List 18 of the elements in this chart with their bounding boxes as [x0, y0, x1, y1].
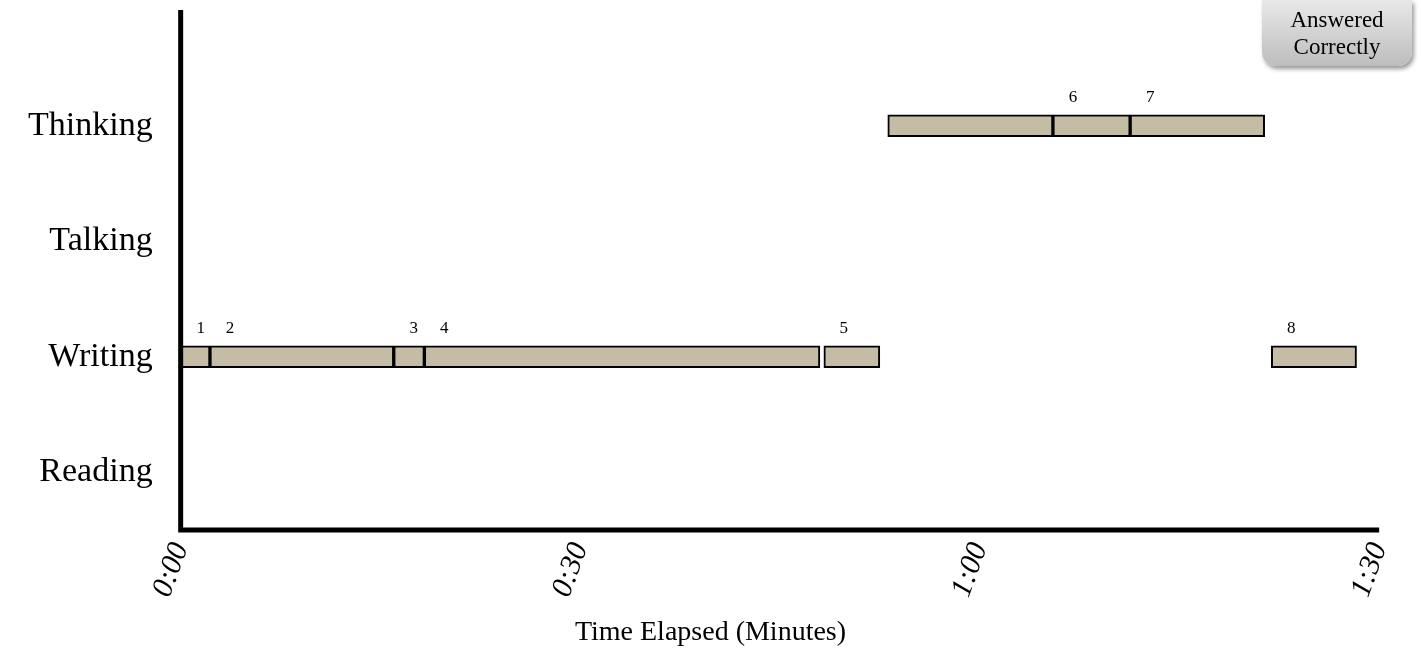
annotation: 6 — [1068, 86, 1078, 106]
y-tick-label: Thinking — [27, 104, 153, 142]
annotation: 5 — [839, 317, 849, 337]
x-tick-label: 1:00 — [942, 537, 993, 601]
annotation: 8 — [1287, 317, 1296, 337]
y-tick-label: Talking — [49, 220, 153, 258]
annotation: 1 — [196, 317, 205, 337]
x-tick-label: 0:00 — [143, 537, 194, 601]
x-tick-label: 1:30 — [1342, 537, 1393, 601]
y-tick-label: Reading — [39, 451, 153, 489]
annotation: 7 — [1145, 86, 1155, 106]
annotation: 4 — [440, 317, 450, 337]
y-tick-label: Writing — [48, 335, 153, 373]
x-tick-label: 0:30 — [543, 537, 594, 601]
annotation: Answered Correctly — [1262, 0, 1412, 66]
x-axis-title: Time Elapsed (Minutes) — [573, 615, 848, 647]
annotation: 2 — [225, 317, 235, 337]
annotation: 3 — [409, 317, 418, 337]
